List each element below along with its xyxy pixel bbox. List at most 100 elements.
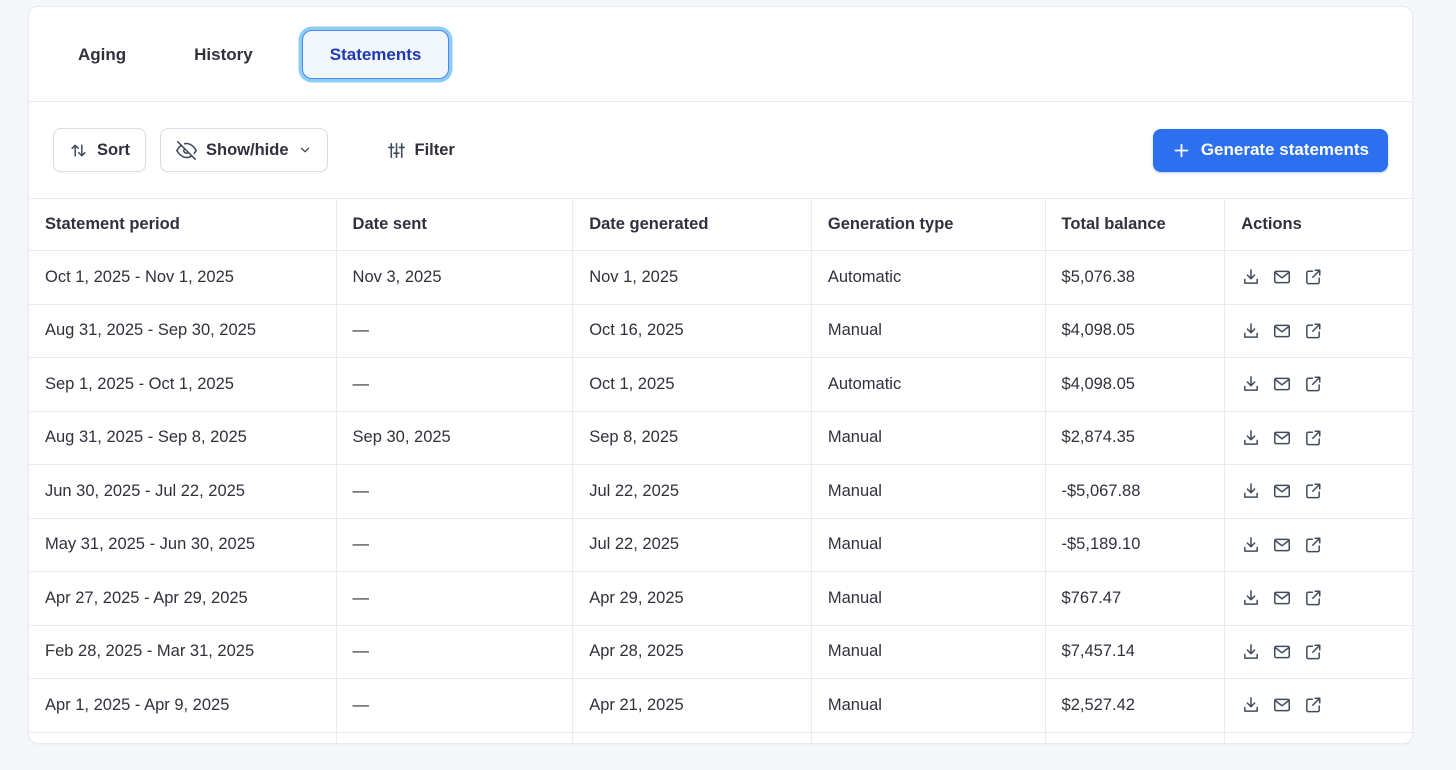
download-button[interactable] [1241,481,1261,501]
email-button[interactable] [1272,374,1292,394]
generation-type-cell: Manual [812,625,1046,678]
open-statement-button[interactable] [1303,695,1323,715]
table-row: Oct 1, 2025 - Nov 1, 2025 Nov 3, 2025 No… [29,251,1412,305]
date-generated-cell: Oct 16, 2025 [573,304,812,357]
email-button[interactable] [1272,428,1292,448]
generation-type-cell: Manual [812,679,1046,732]
row-actions [1241,695,1323,715]
email-icon [1272,481,1292,501]
total-balance-cell: -$5,189.10 [1046,518,1226,571]
date-generated-cell: Jul 22, 2025 [573,465,812,518]
open-statement-button[interactable] [1303,267,1323,287]
email-button[interactable] [1272,588,1292,608]
row-actions [1241,267,1323,287]
total-balance-cell: $4,098.05 [1046,304,1226,357]
actions-cell [1225,251,1412,304]
plus-icon [1172,141,1191,160]
tab-bar: Aging History Statements [29,7,1412,102]
show-hide-button[interactable]: Show/hide [160,128,328,172]
statement-period-cell: Feb 28, 2025 - Mar 31, 2025 [29,625,337,678]
column-header-date-generated: Date generated [573,199,812,250]
email-icon [1272,428,1292,448]
external-link-icon [1303,695,1323,715]
date-generated-cell: Apr 29, 2025 [573,572,812,625]
column-header-date-sent: Date sent [337,199,574,250]
total-balance-cell: $5,076.38 [1046,251,1226,304]
open-statement-button[interactable] [1303,321,1323,341]
download-button[interactable] [1241,428,1261,448]
tab-aging[interactable]: Aging [59,30,145,79]
open-statement-button[interactable] [1303,535,1323,555]
actions-cell [1225,626,1412,679]
date-generated-cell: Sep 8, 2025 [573,411,812,464]
statement-period-cell: May 31, 2025 - Jun 30, 2025 [29,518,337,571]
open-statement-button[interactable] [1303,642,1323,662]
actions-cell [1225,572,1412,625]
date-sent-cell: — [337,679,574,732]
download-button[interactable] [1241,588,1261,608]
filter-button[interactable]: Filter [372,128,470,172]
date-sent-cell: Nov 3, 2025 [337,251,574,304]
email-button[interactable] [1272,267,1292,287]
date-generated-cell: Jul 22, 2025 [573,518,812,571]
column-header-generation-type: Generation type [812,199,1046,250]
download-button[interactable] [1241,535,1261,555]
download-button[interactable] [1241,321,1261,341]
download-icon [1241,267,1261,287]
external-link-icon [1303,481,1323,501]
row-actions [1241,588,1323,608]
actions-cell [1225,412,1412,465]
generate-statements-button[interactable]: Generate statements [1152,128,1388,172]
open-statement-button[interactable] [1303,428,1323,448]
total-balance-cell: $4,098.05 [1046,358,1226,411]
download-button[interactable] [1241,267,1261,287]
generation-type-cell [812,732,1046,743]
column-header-actions: Actions [1241,215,1302,233]
open-statement-button[interactable] [1303,588,1323,608]
table-row: Aug 31, 2025 - Sep 8, 2025 Sep 30, 2025 … [29,411,1412,465]
sort-button[interactable]: Sort [53,128,146,172]
statement-period-cell: Aug 31, 2025 - Sep 30, 2025 [29,304,337,357]
email-button[interactable] [1272,695,1292,715]
tab-history[interactable]: History [175,30,272,79]
external-link-icon [1303,588,1323,608]
total-balance-cell [1046,732,1226,743]
actions-cell [1225,305,1412,358]
external-link-icon [1303,642,1323,662]
tab-statements[interactable]: Statements [301,29,450,79]
open-statement-button[interactable] [1303,481,1323,501]
open-statement-button[interactable] [1303,374,1323,394]
date-sent-cell [337,732,574,743]
actions-cell [1225,358,1412,411]
generation-type-cell: Automatic [812,251,1046,304]
date-generated-cell [573,732,812,743]
column-header-statement-period: Statement period [29,199,337,250]
table-row [29,732,1412,743]
external-link-icon [1303,267,1323,287]
download-button[interactable] [1241,374,1261,394]
generation-type-cell: Automatic [812,358,1046,411]
email-button[interactable] [1272,481,1292,501]
external-link-icon [1303,428,1323,448]
statement-period-cell: Aug 31, 2025 - Sep 8, 2025 [29,411,337,464]
generation-type-cell: Manual [812,411,1046,464]
email-icon [1272,374,1292,394]
row-actions [1241,481,1323,501]
actions-cell [1225,679,1412,732]
statement-period-cell: Sep 1, 2025 - Oct 1, 2025 [29,358,337,411]
email-button[interactable] [1272,321,1292,341]
download-button[interactable] [1241,695,1261,715]
sort-button-label: Sort [97,140,130,159]
table-row: Aug 31, 2025 - Sep 30, 2025 — Oct 16, 20… [29,304,1412,358]
external-link-icon [1303,321,1323,341]
email-button[interactable] [1272,535,1292,555]
download-button[interactable] [1241,642,1261,662]
chevron-down-icon [298,143,312,157]
date-generated-cell: Apr 28, 2025 [573,625,812,678]
download-icon [1241,321,1261,341]
statements-card: Aging History Statements Sort Show/hide [28,6,1413,744]
email-button[interactable] [1272,642,1292,662]
table-body: Oct 1, 2025 - Nov 1, 2025 Nov 3, 2025 No… [29,251,1412,743]
generation-type-cell: Manual [812,518,1046,571]
statement-period-cell: Jun 30, 2025 - Jul 22, 2025 [29,465,337,518]
